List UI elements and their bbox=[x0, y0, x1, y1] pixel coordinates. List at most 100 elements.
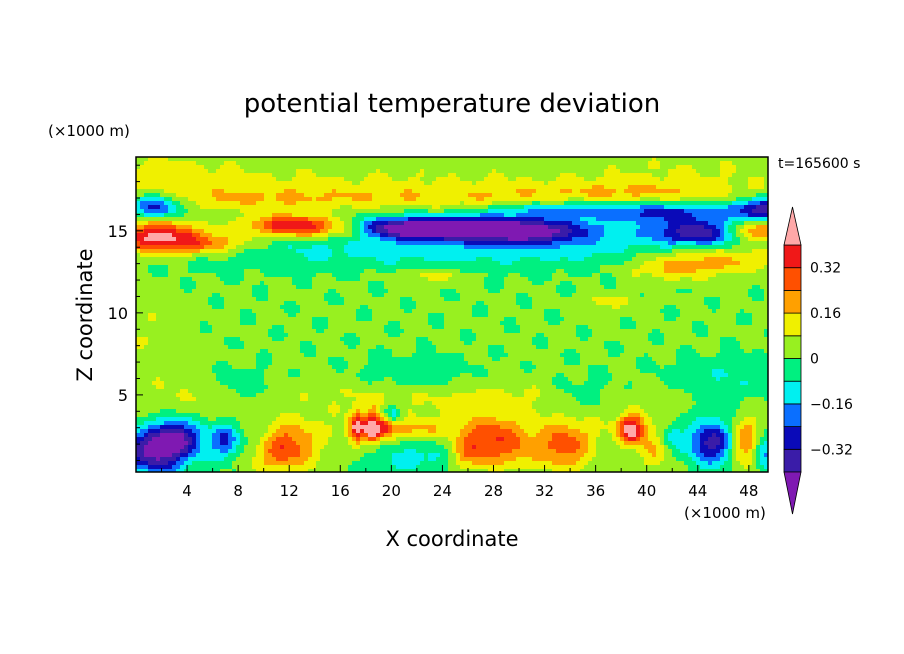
contour-cell bbox=[436, 249, 441, 254]
contour-cell bbox=[512, 245, 517, 250]
contour-cell bbox=[168, 197, 173, 202]
contour-cell bbox=[428, 201, 433, 206]
contour-cell bbox=[160, 169, 165, 174]
contour-cell bbox=[416, 237, 421, 242]
contour-cell bbox=[560, 225, 565, 230]
contour-cell bbox=[588, 213, 593, 218]
contour-cell bbox=[760, 197, 765, 202]
contour-cell bbox=[568, 225, 573, 230]
contour-cell bbox=[752, 209, 757, 214]
contour-cell bbox=[360, 201, 365, 206]
contour-cell bbox=[664, 201, 669, 206]
contour-cell bbox=[172, 257, 177, 262]
contour-cell bbox=[704, 213, 709, 218]
contour-cell bbox=[456, 257, 461, 262]
contour-cell bbox=[368, 229, 373, 234]
contour-cell bbox=[272, 281, 277, 286]
contour-cell bbox=[700, 253, 705, 258]
contour-cell bbox=[696, 189, 701, 194]
contour-cell bbox=[240, 277, 245, 282]
contour-cell bbox=[688, 173, 693, 178]
contour-cell bbox=[624, 201, 629, 206]
contour-cell bbox=[332, 193, 337, 198]
contour-cell bbox=[716, 249, 721, 254]
contour-cell bbox=[428, 209, 433, 214]
contour-cell bbox=[564, 257, 569, 262]
contour-cell bbox=[468, 177, 473, 182]
contour-cell bbox=[160, 173, 165, 178]
contour-cell bbox=[160, 177, 165, 182]
contour-cell bbox=[440, 229, 445, 234]
contour-cell bbox=[380, 217, 385, 222]
contour-cell bbox=[156, 241, 161, 246]
contour-cell bbox=[612, 193, 617, 198]
contour-cell bbox=[384, 213, 389, 218]
contour-cell bbox=[500, 281, 505, 286]
contour-cell bbox=[456, 225, 461, 230]
contour-cell bbox=[600, 213, 605, 218]
contour-cell bbox=[644, 257, 649, 262]
contour-cell bbox=[352, 181, 357, 186]
contour-cell bbox=[424, 201, 429, 206]
contour-cell bbox=[204, 193, 209, 198]
contour-cell bbox=[680, 209, 685, 214]
contour-cell bbox=[328, 237, 333, 242]
contour-cell bbox=[320, 177, 325, 182]
contour-cell bbox=[424, 165, 429, 170]
contour-cell bbox=[392, 245, 397, 250]
contour-cell bbox=[732, 213, 737, 218]
contour-cell bbox=[416, 265, 421, 270]
contour-cell bbox=[272, 193, 277, 198]
contour-cell bbox=[752, 273, 757, 278]
contour-cell bbox=[592, 217, 597, 222]
contour-cell bbox=[380, 233, 385, 238]
contour-cell bbox=[324, 281, 329, 286]
contour-cell bbox=[444, 217, 449, 222]
contour-cell bbox=[696, 253, 701, 258]
contour-cell bbox=[164, 205, 169, 210]
contour-cell bbox=[136, 249, 141, 254]
contour-cell bbox=[140, 277, 145, 282]
contour-cell bbox=[248, 281, 253, 286]
contour-cell bbox=[684, 253, 689, 258]
contour-cell bbox=[372, 193, 377, 198]
contour-cell bbox=[736, 165, 741, 170]
contour-cell bbox=[256, 277, 261, 282]
contour-cell bbox=[520, 249, 525, 254]
contour-cell bbox=[536, 161, 541, 166]
contour-cell bbox=[496, 249, 501, 254]
contour-cell bbox=[544, 237, 549, 242]
contour-cell bbox=[372, 269, 377, 274]
contour-cell bbox=[740, 213, 745, 218]
contour-cell bbox=[564, 209, 569, 214]
contour-cell bbox=[752, 205, 757, 210]
contour-cell bbox=[232, 257, 237, 262]
contour-cell bbox=[368, 185, 373, 190]
contour-cell bbox=[716, 253, 721, 258]
contour-cell bbox=[500, 157, 505, 162]
contour-cell bbox=[680, 265, 685, 270]
contour-cell bbox=[580, 261, 585, 266]
contour-cell bbox=[272, 201, 277, 206]
contour-cell bbox=[500, 177, 505, 182]
contour-cell bbox=[336, 201, 341, 206]
contour-cell bbox=[316, 177, 321, 182]
contour-cell bbox=[492, 253, 497, 258]
contour-cell bbox=[264, 181, 269, 186]
contour-cell bbox=[268, 217, 273, 222]
contour-cell bbox=[704, 169, 709, 174]
contour-cell bbox=[460, 261, 465, 266]
contour-cell bbox=[156, 253, 161, 258]
contour-cell bbox=[596, 245, 601, 250]
contour-cell bbox=[500, 181, 505, 186]
contour-cell bbox=[308, 161, 313, 166]
contour-cell bbox=[280, 173, 285, 178]
contour-cell bbox=[748, 185, 753, 190]
contour-cell bbox=[756, 209, 761, 214]
contour-cell bbox=[220, 201, 225, 206]
contour-cell bbox=[452, 209, 457, 214]
contour-cell bbox=[240, 217, 245, 222]
contour-cell bbox=[488, 261, 493, 266]
contour-cell bbox=[760, 213, 765, 218]
contour-cell bbox=[320, 205, 325, 210]
